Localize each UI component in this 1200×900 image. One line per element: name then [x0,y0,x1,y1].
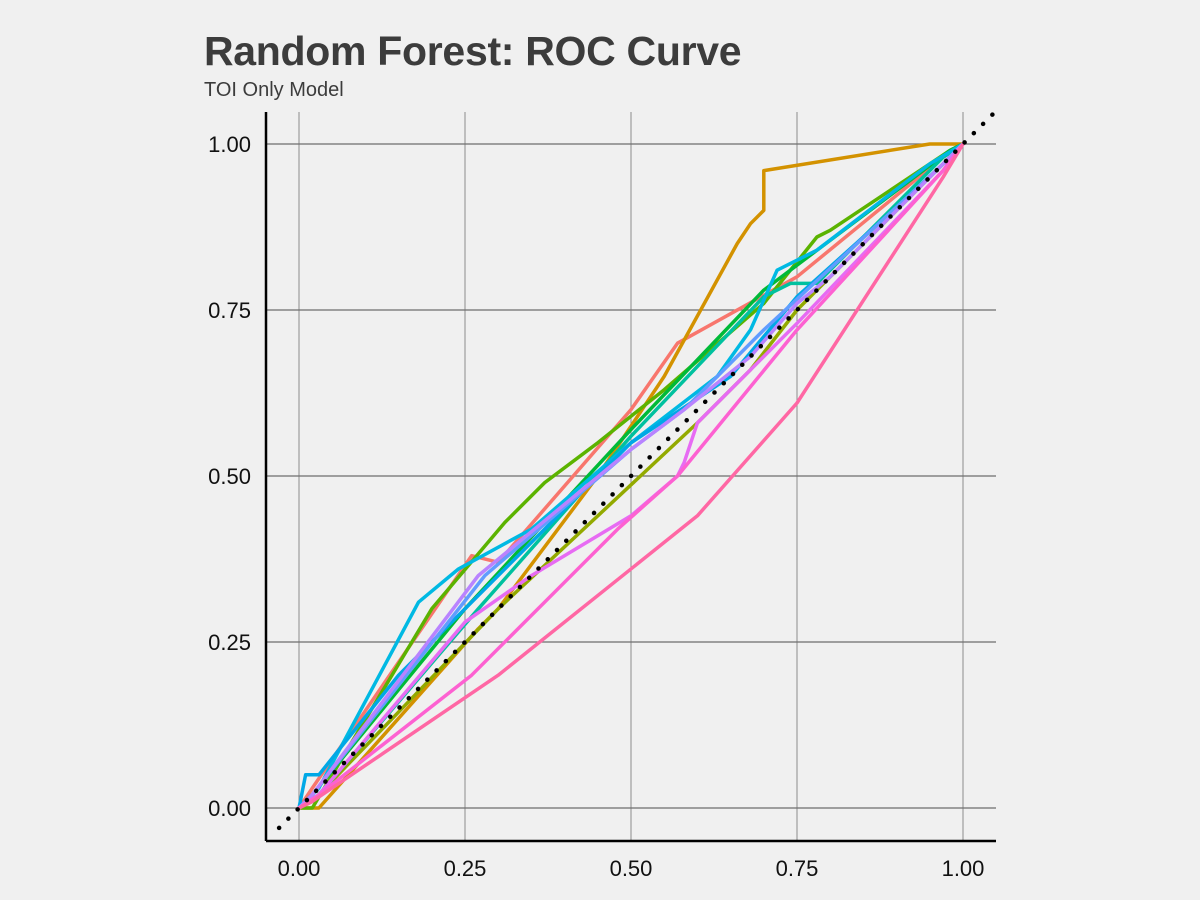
x-tick-label: 0.75 [776,856,819,881]
chart-title: Random Forest: ROC Curve [204,28,742,74]
y-tick-label: 0.75 [208,298,251,323]
x-tick-label: 0.25 [444,856,487,881]
roc-series-group [297,142,965,810]
roc-series-7 [297,142,965,810]
y-tick-label: 0.50 [208,464,251,489]
chart-subtitle: TOI Only Model [204,79,344,101]
reference-diagonal-line [276,108,999,831]
reference-diagonal-group [276,108,999,831]
y-tick-label: 1.00 [208,132,251,157]
roc-series-4 [297,142,965,810]
x-tick-label: 0.50 [610,856,653,881]
x-tick-label: 0.00 [278,856,321,881]
roc-series-10 [297,142,965,810]
y-tick-label: 0.00 [208,796,251,821]
roc-series-1 [297,142,965,810]
roc-series-12 [297,142,965,810]
y-tick-label: 0.25 [208,630,251,655]
tick-labels: 0.00 0.25 0.50 0.75 1.00 0.00 0.25 0.50 0.75 1.00 [208,132,984,881]
grid-lines [266,112,996,841]
axes [264,112,996,843]
roc-series-13 [297,142,965,810]
x-tick-label: 1.00 [942,856,985,881]
